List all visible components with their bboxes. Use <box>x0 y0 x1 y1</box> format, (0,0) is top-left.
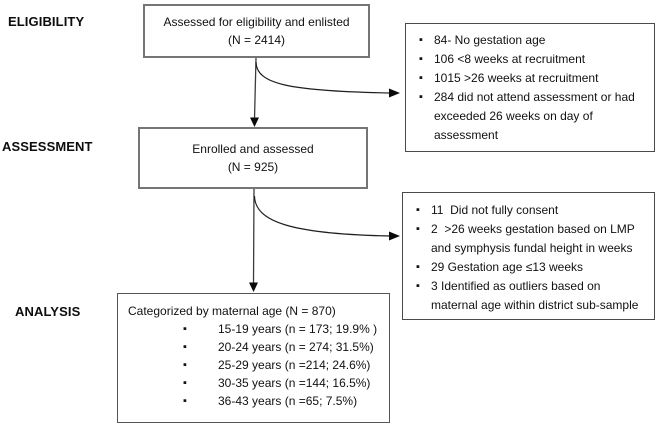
list-item: ▪ 84- No gestation age <box>406 31 654 50</box>
list-item: ▪ 2 >26 weeks gestation based on LMP and… <box>403 220 654 258</box>
bullet-icon: ▪ <box>416 280 420 292</box>
analysis-box: Categorized by maternal age (N = 870) ▪ … <box>117 293 390 423</box>
bullet-icon: ▪ <box>419 34 423 46</box>
eligibility-exclusions-list: ▪ 84- No gestation age ▪ 106 <8 weeks at… <box>406 31 654 145</box>
assessment-exclusions-list: ▪ 11 Did not fully consent ▪ 2 >26 weeks… <box>403 201 654 315</box>
list-item: ▪ 15-19 years (n = 173; 19.9% ) <box>118 320 389 338</box>
age-group-text: 30-35 years (n =144; 16.5%) <box>218 376 371 390</box>
eligibility-box-count: (N = 2414) <box>227 33 286 47</box>
stage-label-assessment: ASSESSMENT <box>2 139 93 154</box>
exclusion-item-text: 1015 >26 weeks at recruitment <box>434 71 599 85</box>
assessment-box-line1: Enrolled and assessed <box>192 142 314 156</box>
assessment-box-count: (N = 925) <box>227 160 279 174</box>
list-item: ▪ 11 Did not fully consent <box>403 201 654 220</box>
exclusion-item-text: 29 Gestation age ≤13 weeks <box>431 260 584 274</box>
exclusion-item-text: 284 did not attend assessment or had exc… <box>434 90 639 142</box>
bullet-icon: ▪ <box>183 341 187 353</box>
age-group-text: 36-43 years (n =65; 7.5%) <box>218 394 358 408</box>
bullet-icon: ▪ <box>183 323 187 335</box>
branch-curve-assessment-exclusions <box>253 195 391 237</box>
exclusion-item-text: 3 Identified as outliers based on matern… <box>431 279 639 312</box>
arrowhead-right-exclusions-2 <box>389 231 400 241</box>
bullet-icon: ▪ <box>416 204 420 216</box>
analysis-box-title: Categorized by maternal age (N = 870) <box>128 304 336 318</box>
arrowhead-right-exclusions-1 <box>389 88 400 98</box>
age-group-text: 20-24 years (n = 274; 31.5%) <box>218 340 374 354</box>
exclusion-item-text: 84- No gestation age <box>434 33 546 47</box>
stage-label-eligibility: ELIGIBILITY <box>8 14 85 29</box>
eligibility-box-line1: Assessed for eligibility and enlisted <box>163 15 350 29</box>
list-item: ▪ 106 <8 weeks at recruitment <box>406 50 654 69</box>
bullet-icon: ▪ <box>416 261 420 273</box>
flow-line-assessment-to-analysis <box>252 188 255 285</box>
eligibility-exclusions-box: ▪ 84- No gestation age ▪ 106 <8 weeks at… <box>405 23 655 152</box>
list-item: ▪ 25-29 years (n =214; 24.6%) <box>118 356 389 374</box>
list-item: ▪ 29 Gestation age ≤13 weeks <box>403 258 654 277</box>
age-group-text: 25-29 years (n =214; 24.6%) <box>218 358 371 372</box>
bullet-icon: ▪ <box>183 377 187 389</box>
stage-label-analysis: ANALYSIS <box>15 304 81 319</box>
list-item: ▪ 36-43 years (n =65; 7.5%) <box>118 392 389 410</box>
list-item: ▪ 1015 >26 weeks at recruitment <box>406 69 654 88</box>
exclusion-item-text: 11 Did not fully consent <box>431 203 559 217</box>
exclusion-item-text: 2 >26 weeks gestation based on LMP and s… <box>431 222 638 255</box>
list-item: ▪ 3 Identified as outliers based on mate… <box>403 277 654 315</box>
assessment-exclusions-box: ▪ 11 Did not fully consent ▪ 2 >26 weeks… <box>402 192 655 320</box>
list-item: ▪ 30-35 years (n =144; 16.5%) <box>118 374 389 392</box>
bullet-icon: ▪ <box>183 395 187 407</box>
bullet-icon: ▪ <box>419 72 423 84</box>
maternal-age-list: ▪ 15-19 years (n = 173; 19.9% ) ▪ 20-24 … <box>118 320 389 410</box>
bullet-icon: ▪ <box>419 91 423 103</box>
bullet-icon: ▪ <box>419 53 423 65</box>
exclusion-item-text: 106 <8 weeks at recruitment <box>434 52 586 66</box>
assessment-box: Enrolled and assessed (N = 925) <box>138 127 368 189</box>
age-group-text: 15-19 years (n = 173; 19.9% ) <box>218 322 378 336</box>
bullet-icon: ▪ <box>416 223 420 235</box>
arrowhead-down-assessment <box>249 282 258 292</box>
eligibility-box: Assessed for eligibility and enlisted (N… <box>143 4 370 58</box>
branch-curve-eligibility-exclusions <box>255 61 391 94</box>
bullet-icon: ▪ <box>183 359 187 371</box>
flow-line-eligibility-to-assessment <box>253 57 257 120</box>
list-item: ▪ 284 did not attend assessment or had e… <box>406 88 654 145</box>
list-item: ▪ 20-24 years (n = 274; 31.5%) <box>118 338 389 356</box>
arrowhead-down-eligibility <box>250 117 259 127</box>
